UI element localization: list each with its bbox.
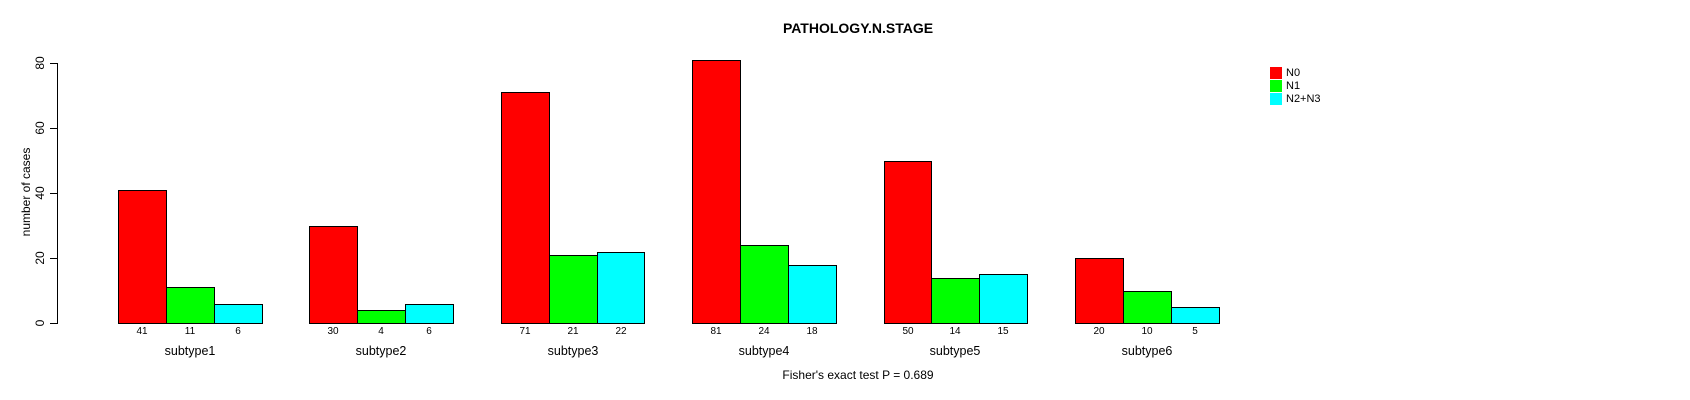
bar-value-label: 24 xyxy=(758,326,770,337)
bar-value-label: 18 xyxy=(806,326,818,337)
bar-subtype4-n1 xyxy=(740,245,789,324)
bar-subtype1-n2+n3 xyxy=(214,304,263,324)
y-axis-tick-label: 0 xyxy=(33,319,47,327)
legend-swatch-n1 xyxy=(1270,79,1282,92)
legend-swatch-n0 xyxy=(1270,66,1282,79)
bar-subtype1-n1 xyxy=(166,287,215,324)
legend-label-n1: N1 xyxy=(1286,79,1301,92)
y-axis-tick-label: 80 xyxy=(33,56,47,70)
bar-value-label: 30 xyxy=(327,326,339,337)
y-axis-line xyxy=(57,63,58,324)
x-axis-category-label: subtype3 xyxy=(547,344,599,358)
legend-item-n1: N1 xyxy=(1270,79,1321,92)
bar-value-label: 6 xyxy=(426,326,432,337)
x-axis-category-label: subtype2 xyxy=(355,344,407,358)
y-axis-tick-label: 40 xyxy=(33,186,47,200)
x-axis-category-label: subtype6 xyxy=(1121,344,1173,358)
bar-subtype2-n0 xyxy=(309,226,358,324)
bar-subtype6-n1 xyxy=(1123,291,1172,324)
x-axis-category-label: subtype4 xyxy=(738,344,790,358)
bar-value-label: 22 xyxy=(615,326,627,337)
bar-value-label: 11 xyxy=(184,326,196,337)
footnote-fishers-test: Fisher's exact test P = 0.689 xyxy=(782,368,934,382)
legend-label-n0: N0 xyxy=(1286,66,1301,79)
legend-item-n0: N0 xyxy=(1270,66,1321,79)
y-axis-tick xyxy=(50,128,57,129)
x-axis-category-label: subtype1 xyxy=(164,344,216,358)
bar-value-label: 10 xyxy=(1141,326,1153,337)
x-axis-category-label: subtype5 xyxy=(929,344,981,358)
bar-value-label: 4 xyxy=(378,326,384,337)
y-axis-tick-label: 60 xyxy=(33,121,47,135)
y-axis-tick xyxy=(50,193,57,194)
bar-subtype4-n2+n3 xyxy=(788,265,837,324)
bar-subtype3-n1 xyxy=(549,255,598,324)
bar-subtype2-n1 xyxy=(357,310,406,324)
bar-subtype4-n0 xyxy=(692,60,741,324)
bar-value-label: 21 xyxy=(567,326,579,337)
bar-value-label: 14 xyxy=(949,326,961,337)
y-axis-tick xyxy=(50,323,57,324)
legend-label-n2n3: N2+N3 xyxy=(1286,92,1321,105)
y-axis-tick xyxy=(50,63,57,64)
y-axis-tick-label: 20 xyxy=(33,251,47,265)
bar-value-label: 81 xyxy=(710,326,722,337)
legend-swatch-n2n3 xyxy=(1270,92,1282,105)
bar-value-label: 50 xyxy=(902,326,914,337)
bar-value-label: 15 xyxy=(997,326,1009,337)
bar-subtype3-n0 xyxy=(501,92,550,324)
chart-title: PATHOLOGY.N.STAGE xyxy=(782,20,934,36)
bar-subtype1-n0 xyxy=(118,190,167,324)
bar-value-label: 71 xyxy=(519,326,531,337)
bar-subtype6-n2+n3 xyxy=(1171,307,1220,324)
bar-value-label: 5 xyxy=(1192,326,1198,337)
bar-value-label: 41 xyxy=(136,326,148,337)
bar-value-label: 6 xyxy=(235,326,241,337)
y-axis-title: number of cases xyxy=(19,147,33,237)
bar-subtype3-n2+n3 xyxy=(597,252,645,324)
bar-subtype5-n0 xyxy=(884,161,932,324)
bar-subtype6-n0 xyxy=(1075,258,1124,324)
bar-subtype5-n2+n3 xyxy=(979,274,1028,324)
bar-value-label: 20 xyxy=(1093,326,1105,337)
y-axis-tick xyxy=(50,258,57,259)
bar-subtype2-n2+n3 xyxy=(405,304,454,324)
bar-subtype5-n1 xyxy=(931,278,980,324)
legend: N0 N1 N2+N3 xyxy=(1270,66,1321,105)
legend-item-n2n3: N2+N3 xyxy=(1270,92,1321,105)
